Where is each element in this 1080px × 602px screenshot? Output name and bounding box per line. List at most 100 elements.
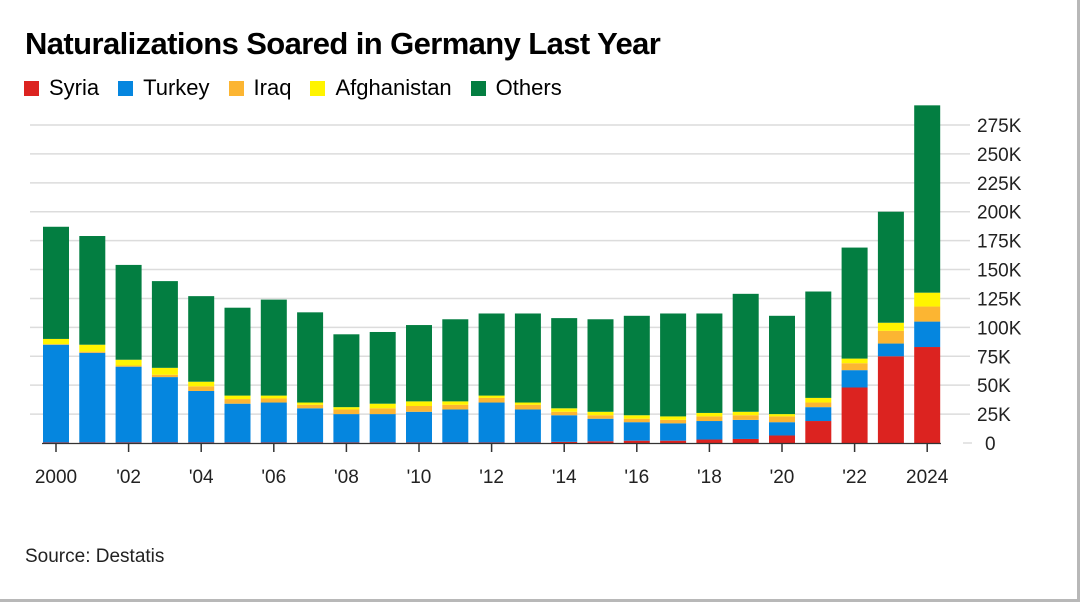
bar-afghanistan-2013 [514,402,541,405]
bar-afghanistan-2003 [151,367,178,375]
x-tick-label: '12 [479,467,504,488]
bar-afghanistan-2007 [297,402,324,405]
bar-stack-2012 [478,313,505,443]
bar-syria-2006 [260,442,287,443]
bar-syria-2022 [841,387,868,443]
bar-turkey-2006 [260,402,287,443]
x-tick-label: '18 [697,467,722,488]
bar-afghanistan-2012 [478,395,505,398]
bar-syria-2011 [442,442,469,443]
bar-afghanistan-2008 [333,407,360,410]
bar-iraq-2010 [406,405,432,412]
bar-iraq-2006 [260,398,287,403]
bar-stack-2011 [442,319,469,443]
legend-swatch-syria [24,80,39,96]
bar-others-2001 [79,236,106,345]
bar-turkey-2023 [877,343,904,357]
legend-item-others: Others [470,75,562,101]
bar-turkey-2024 [914,321,941,348]
bar-others-2007 [297,312,324,403]
bar-others-2012 [478,313,505,396]
x-tick-label: '20 [770,467,795,488]
bar-syria-2007 [297,442,324,443]
y-tick-label: 175K [977,232,1022,253]
bar-syria-2014 [551,441,578,443]
bar-others-2004 [188,296,215,382]
bar-iraq-2003 [151,374,178,378]
bar-afghanistan-2002 [115,359,142,366]
bar-stack-2001 [79,236,106,443]
bar-syria-2021 [805,421,832,443]
bar-turkey-2018 [696,421,723,440]
bar-stack-2016 [623,315,650,443]
bar-afghanistan-2023 [877,322,904,331]
bar-others-2018 [696,313,723,413]
bar-others-2017 [660,313,687,417]
y-tick-label: 100K [977,318,1022,339]
bar-stack-2004 [188,296,215,443]
bar-syria-2008 [333,442,360,443]
bar-turkey-2014 [551,415,578,442]
bar-syria-2020 [769,435,795,443]
bar-turkey-2012 [478,402,505,443]
bar-stack-2013 [514,313,541,443]
bar-others-2011 [442,319,469,402]
bar-syria-2017 [660,440,687,443]
y-axis: 0 25K 50K 75K 100K 125K 150K 175K 200K 225K 250K 27… [977,116,1022,455]
x-axis: 2000 '02 '04 '06 '08 '10 '12 '14 '16 '18 '20 '22 202… [35,442,949,488]
bar-stack-2005 [224,307,251,443]
bar-stack-2002 [115,264,142,443]
bar-syria-2023 [877,356,904,443]
bar-afghanistan-2005 [224,395,251,400]
bar-stack-2023 [877,211,904,443]
bar-turkey-2007 [297,408,324,443]
legend-item-turkey: Turkey [118,75,210,101]
legend-item-iraq: Iraq [228,75,291,101]
bar-turkey-2003 [151,377,178,443]
bar-turkey-2020 [769,422,795,436]
bar-iraq-2021 [805,402,832,408]
bar-others-2020 [769,315,795,415]
source-note: Source: Destatis [25,546,165,567]
bar-others-2022 [841,247,868,359]
bar-stack-2024 [914,105,941,443]
bar-turkey-2019 [732,419,759,439]
bar-turkey-2017 [660,423,687,441]
bar-afghanistan-2019 [732,411,759,416]
bar-turkey-2004 [188,390,215,443]
bar-stack-2017 [660,313,687,443]
y-tick-label: 25K [977,405,1011,426]
legend-swatch-others [470,80,486,96]
x-tick-label: '10 [407,467,432,488]
bar-iraq-2016 [623,418,650,423]
bar-others-2008 [333,334,360,408]
bar-syria-2019 [732,438,759,443]
bar-iraq-2020 [769,416,795,423]
bar-iraq-2017 [660,419,687,424]
legend-label-afghanistan: Afghanistan [335,75,452,100]
x-tick-label: '06 [261,467,286,488]
bar-iraq-2001 [79,351,106,353]
bar-iraq-2019 [732,415,759,420]
bar-stack-2000 [43,226,69,443]
bar-afghanistan-2016 [623,415,650,419]
bar-iraq-2009 [369,408,396,415]
bar-stack-2015 [587,319,614,443]
bar-turkey-2021 [805,407,832,422]
bar-afghanistan-2009 [369,403,396,409]
bar-turkey-2022 [841,370,868,388]
bar-iraq-2018 [696,416,723,422]
bar-others-2002 [115,264,142,360]
bar-others-2015 [587,319,614,412]
bar-turkey-2011 [442,409,469,443]
bar-afghanistan-2010 [406,401,432,406]
bar-others-2019 [732,293,759,412]
bar-stack-2003 [151,281,178,443]
bar-iraq-2008 [333,409,360,415]
bar-syria-2005 [224,442,251,443]
bar-afghanistan-2014 [551,408,578,412]
x-tick-label: '22 [842,467,867,488]
bar-iraq-2014 [551,411,578,416]
